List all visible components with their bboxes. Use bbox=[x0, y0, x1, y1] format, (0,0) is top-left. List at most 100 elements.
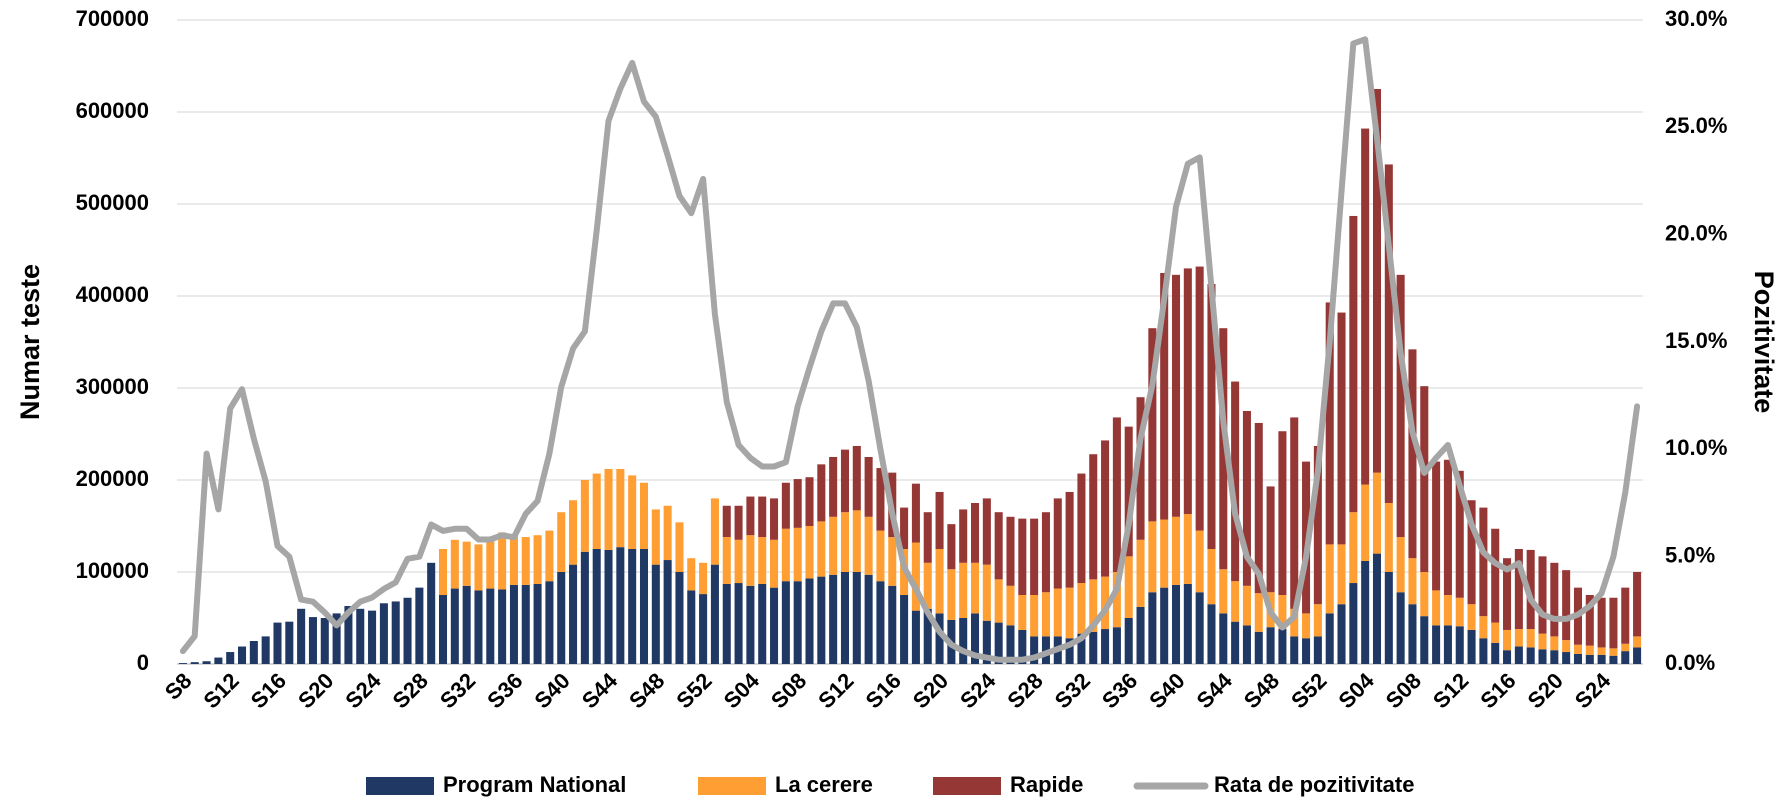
bar-segment bbox=[1018, 595, 1027, 630]
bar-segment bbox=[379, 603, 388, 664]
bar-segment bbox=[1089, 579, 1098, 632]
bar-segment bbox=[1420, 616, 1429, 664]
bar-segment bbox=[817, 576, 826, 664]
bar-segment bbox=[1550, 636, 1559, 651]
bar-segment bbox=[1585, 595, 1594, 646]
bar-segment bbox=[817, 464, 826, 522]
bar-segment bbox=[793, 527, 802, 582]
bar-segment bbox=[722, 583, 731, 664]
legend-label: Program National bbox=[443, 772, 626, 797]
y-axis-title: Numar teste bbox=[15, 264, 45, 420]
bar-segment bbox=[545, 581, 554, 664]
y2-tick-label: 25.0% bbox=[1665, 113, 1727, 138]
bar-segment bbox=[604, 549, 613, 664]
x-tick-label: S24 bbox=[1570, 667, 1616, 713]
bar-segment bbox=[1585, 645, 1594, 655]
bar-segment bbox=[557, 512, 566, 572]
bar-segment bbox=[1443, 625, 1452, 664]
bar-segment bbox=[1503, 650, 1512, 664]
legend-item: Program National bbox=[366, 772, 626, 797]
bar-segment bbox=[628, 549, 637, 664]
bar-segment bbox=[1065, 638, 1074, 664]
bar-segment bbox=[1101, 576, 1110, 630]
bar-segment bbox=[285, 621, 294, 664]
bar-segment bbox=[1526, 647, 1535, 664]
bar-segment bbox=[1550, 650, 1559, 664]
x-tick-label: S20 bbox=[1523, 668, 1568, 713]
bar-segment bbox=[639, 549, 649, 664]
bar-segment bbox=[1006, 516, 1015, 586]
bar-segment bbox=[758, 496, 767, 538]
bar-segment bbox=[462, 585, 471, 664]
x-tick-label: S44 bbox=[577, 667, 623, 713]
legend-swatch bbox=[933, 777, 1001, 795]
bar-segment bbox=[1124, 556, 1133, 618]
bar-segment bbox=[1633, 572, 1642, 637]
bar-segment bbox=[1609, 597, 1618, 649]
bar-segment bbox=[746, 585, 755, 664]
bar-segment bbox=[297, 608, 306, 664]
bar-segment bbox=[1254, 593, 1263, 632]
bar-segment bbox=[923, 608, 932, 664]
bar-segment bbox=[1361, 560, 1370, 664]
bar-segment bbox=[1101, 629, 1110, 664]
bar-segment bbox=[1597, 597, 1606, 648]
bar-segment bbox=[1065, 491, 1074, 588]
x-tick-label: S04 bbox=[1333, 667, 1379, 713]
bar-segment bbox=[498, 532, 507, 590]
bar-segment bbox=[1325, 302, 1334, 545]
bar-segment bbox=[1207, 604, 1216, 664]
legend-item: Rata de pozitivitate bbox=[1133, 772, 1414, 797]
bar-segment bbox=[1183, 583, 1192, 664]
bar-segment bbox=[1503, 629, 1512, 651]
bar-segment bbox=[1112, 417, 1121, 572]
x-tick-label: S28 bbox=[1002, 668, 1047, 713]
bar-segment bbox=[1112, 627, 1121, 664]
bar-segment bbox=[1207, 284, 1216, 549]
bar-segment bbox=[498, 589, 507, 664]
x-tick-label: S36 bbox=[482, 668, 527, 713]
bar-segment bbox=[1254, 422, 1263, 594]
bar-segment bbox=[758, 583, 767, 664]
bar-segment bbox=[1479, 638, 1488, 664]
bar-segment bbox=[864, 574, 873, 664]
bar-segment bbox=[982, 498, 991, 565]
bar-segment bbox=[1396, 537, 1405, 593]
bar-segment bbox=[781, 581, 790, 664]
bar-segment bbox=[1207, 549, 1216, 605]
bar-segment bbox=[308, 617, 317, 664]
bar-segment bbox=[616, 468, 625, 548]
bar-segment bbox=[533, 535, 542, 584]
bar-segment bbox=[1384, 503, 1393, 572]
bar-segment bbox=[474, 544, 483, 591]
bar-segment bbox=[840, 572, 849, 664]
bar-segment bbox=[1337, 312, 1346, 545]
bar-segment bbox=[876, 530, 885, 582]
bar-segment bbox=[1420, 386, 1429, 572]
bar-segment bbox=[1313, 636, 1322, 664]
bar-segment bbox=[1372, 89, 1382, 473]
bar-segment bbox=[710, 498, 719, 565]
bar-segment bbox=[1372, 472, 1382, 554]
bar-segment bbox=[1455, 626, 1464, 664]
bar-segment bbox=[1526, 549, 1535, 630]
x-tick-label: S16 bbox=[861, 668, 906, 713]
bar-segment bbox=[1408, 349, 1417, 559]
bar-segment bbox=[864, 516, 873, 575]
bar-segment bbox=[1455, 470, 1464, 598]
bar-segment bbox=[450, 588, 459, 664]
bar-segment bbox=[1053, 498, 1062, 589]
bar-segment bbox=[911, 483, 920, 543]
bar-segment bbox=[1573, 653, 1582, 664]
bar-segment bbox=[758, 537, 767, 584]
bar-segment bbox=[1621, 651, 1630, 664]
bar-segment bbox=[746, 535, 755, 586]
bar-segment bbox=[1585, 654, 1594, 664]
bar-segment bbox=[604, 468, 613, 550]
bar-segment bbox=[1396, 592, 1405, 664]
bar-segment bbox=[1089, 631, 1098, 664]
bar-segment bbox=[1349, 215, 1358, 513]
x-tick-label: S52 bbox=[1286, 668, 1331, 713]
bar-segment bbox=[1325, 613, 1334, 664]
